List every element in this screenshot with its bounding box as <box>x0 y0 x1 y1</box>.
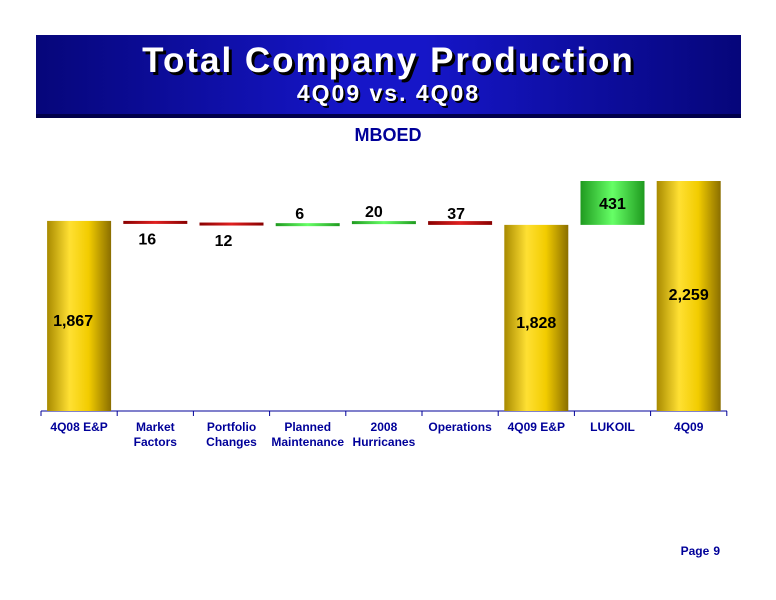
x-tick-label: 4Q09 E&P <box>508 420 565 434</box>
bar-decrease <box>428 221 493 225</box>
title-banner: Total Company Production 4Q09 vs. 4Q08 <box>36 35 741 118</box>
bar-increase <box>580 181 645 225</box>
bar-increase <box>275 223 340 227</box>
bar-total <box>47 220 112 411</box>
page-number: Page 9 <box>677 544 720 558</box>
page-label: Page <box>680 544 710 558</box>
bar-value-label: 37 <box>447 206 465 223</box>
bar-total <box>504 224 569 411</box>
chart-unit-label: MBOED <box>354 125 422 145</box>
page-title: Total Company Production <box>142 41 635 80</box>
x-tick-label: Market Factors <box>134 420 178 449</box>
bar-value-label: 1,867 <box>53 313 93 330</box>
x-tick-label: LUKOIL <box>590 420 635 434</box>
bar-value-label: 16 <box>138 232 156 249</box>
bar-decrease <box>123 220 188 224</box>
bar-value-label: 6 <box>295 206 304 223</box>
x-tick-label: Portfolio Changes <box>206 420 257 449</box>
x-tick-label: 4Q08 E&P <box>50 420 107 434</box>
bar-total <box>656 181 721 411</box>
bar-value-label: 20 <box>365 204 383 221</box>
page-number-value: 9 <box>713 544 720 558</box>
bar-increase <box>351 221 416 225</box>
page-subtitle: 4Q09 vs. 4Q08 <box>296 80 481 106</box>
bar-value-label: 1,828 <box>516 315 556 332</box>
x-tick-label: 4Q09 <box>674 420 704 434</box>
x-tick-label: Operations <box>428 420 492 434</box>
x-tick-label: Planned Maintenance <box>271 420 344 449</box>
bar-decrease <box>199 222 264 226</box>
bar-value-label: 431 <box>599 196 626 213</box>
bar-value-label: 2,259 <box>669 287 709 304</box>
bar-value-label: 12 <box>215 233 233 250</box>
x-tick-label: 2008 Hurricanes <box>353 420 416 449</box>
